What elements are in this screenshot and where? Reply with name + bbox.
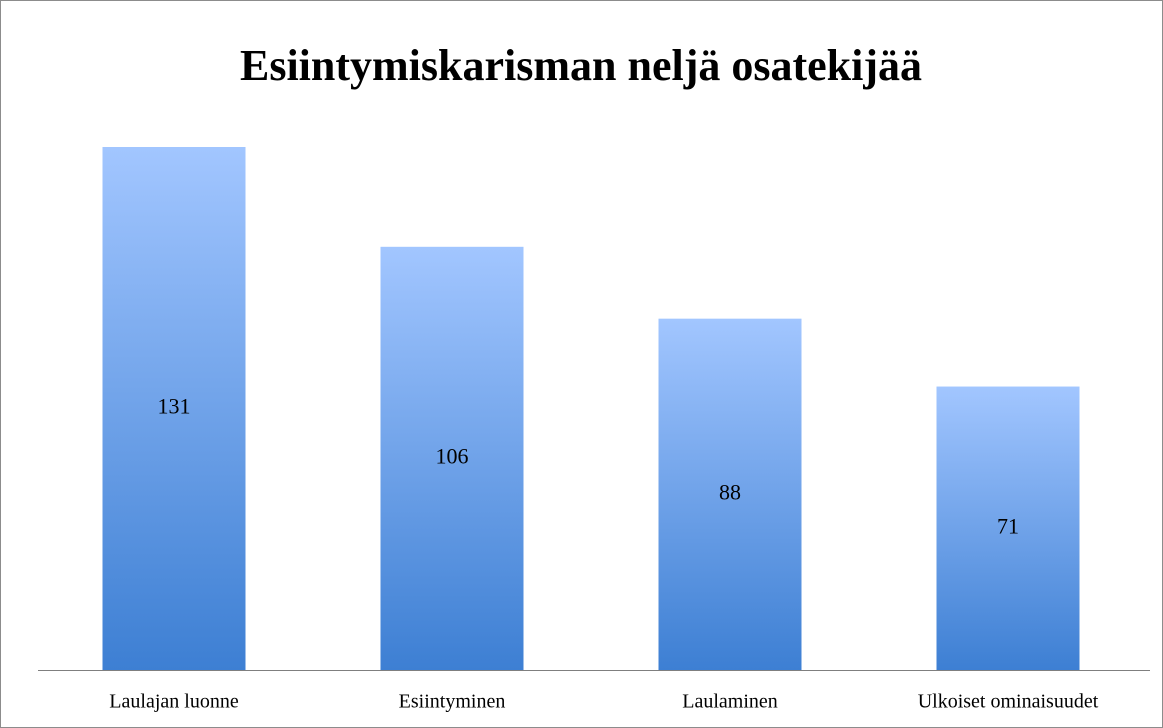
data-label: 88 bbox=[719, 479, 741, 504]
data-label: 106 bbox=[436, 443, 469, 468]
bar bbox=[102, 147, 246, 670]
bar bbox=[658, 318, 802, 670]
data-label: 131 bbox=[158, 394, 191, 419]
x-tick-label: Laulaminen bbox=[682, 691, 778, 713]
chart-title: Esiintymiskarisman neljä osatekijää bbox=[240, 41, 922, 90]
x-tick-label: Laulajan luonne bbox=[109, 691, 239, 713]
bar bbox=[936, 386, 1080, 670]
x-tick-label: Esiintyminen bbox=[399, 691, 506, 713]
x-tick-label: Ulkoiset ominaisuudet bbox=[918, 691, 1099, 713]
bar bbox=[380, 246, 524, 671]
data-label: 71 bbox=[997, 513, 1019, 538]
